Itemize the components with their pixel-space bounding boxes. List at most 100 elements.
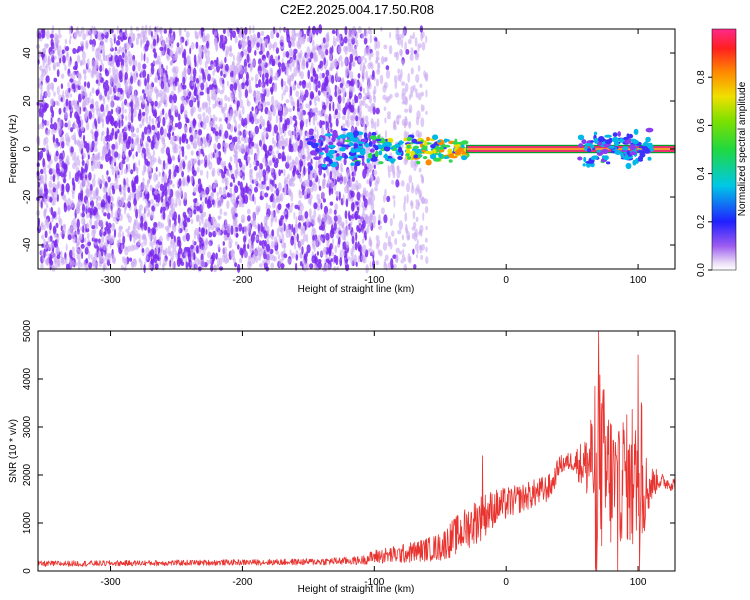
noise-speckle [176,257,181,268]
noise-speckle [102,178,106,185]
noise-speckle [171,239,175,245]
noise-speckle [303,168,306,176]
noise-speckle [171,223,177,233]
noise-speckle [416,248,419,254]
noise-speckle [373,169,378,176]
noise-speckle [412,31,415,40]
noise-speckle [270,218,273,228]
noise-speckle [65,98,69,107]
noise-speckle [277,111,283,117]
noise-speckle [260,169,263,178]
noise-speckle [244,130,248,136]
noise-speckle [143,53,146,62]
noise-speckle [168,251,172,256]
noise-speckle [52,174,56,183]
noise-speckle [146,135,151,142]
noise-speckle [91,178,96,188]
noise-speckle [141,182,146,191]
noise-speckle [383,106,387,111]
noise-speckle [330,180,335,191]
noise-speckle [53,91,56,97]
noise-speckle [308,36,311,43]
noise-speckle [345,119,348,127]
noise-speckle [346,169,351,178]
noise-speckle [401,81,406,86]
noise-speckle [208,96,211,107]
noise-speckle [309,197,312,206]
noise-speckle [151,187,155,196]
noise-speckle [204,197,208,204]
noise-speckle [414,243,419,251]
noise-speckle [105,83,110,92]
noise-speckle [181,170,185,178]
noise-speckle [374,121,377,130]
noise-speckle [337,28,340,38]
noise-speckle [158,100,162,107]
noise-speckle [242,226,245,234]
noise-speckle [280,41,284,47]
noise-speckle [101,228,104,233]
emission-blob [406,136,413,141]
emission-blob [309,165,313,171]
noise-speckle [103,242,107,251]
noise-speckle [158,241,163,246]
noise-speckle [193,187,197,194]
noise-speckle [229,164,233,171]
noise-speckle [326,214,331,220]
emission-blob [432,148,437,154]
noise-speckle [338,230,342,235]
noise-speckle [233,110,237,115]
noise-speckle [173,169,177,178]
noise-speckle [401,234,405,241]
noise-speckle [254,73,259,82]
noise-speckle [192,170,197,177]
noise-speckle [208,231,213,238]
noise-speckle [208,241,211,247]
noise-speckle [137,185,142,194]
noise-speckle [368,239,372,247]
emission-blob [328,141,334,146]
emission-blob [450,155,458,159]
noise-speckle [237,180,241,186]
noise-speckle [127,163,131,173]
emission-blob [368,140,373,147]
noise-speckle [273,124,278,134]
noise-speckle [160,209,163,214]
noise-speckle [266,213,269,221]
noise-speckle [162,206,167,212]
noise-speckle [143,126,148,135]
noise-speckle [49,256,52,263]
noise-speckle [249,168,253,179]
emission-blob [341,128,348,131]
noise-speckle [191,175,194,184]
noise-speckle [150,210,155,220]
noise-speckle [127,186,131,193]
noise-speckle [349,71,354,80]
noise-speckle [279,26,282,34]
noise-speckle [60,250,63,259]
noise-speckle [153,51,157,59]
noise-speckle [320,202,323,210]
noise-speckle [248,238,252,245]
noise-speckle [183,67,187,78]
noise-speckle [152,149,156,157]
noise-speckle [213,143,217,151]
noise-speckle [40,108,44,119]
emission-blob [339,144,347,147]
noise-speckle [184,155,188,160]
noise-speckle [174,105,178,113]
noise-speckle [202,79,206,84]
noise-speckle [344,229,348,235]
noise-speckle [105,104,109,113]
noise-speckle [362,244,367,254]
noise-speckle [340,162,343,170]
noise-speckle [172,134,176,141]
emission-blob [335,156,342,161]
noise-speckle [306,233,309,243]
noise-speckle [121,256,126,261]
noise-speckle [197,113,202,120]
noise-speckle [376,40,381,50]
emission-blob [442,156,450,159]
noise-speckle [159,46,164,52]
noise-speckle [163,258,168,267]
